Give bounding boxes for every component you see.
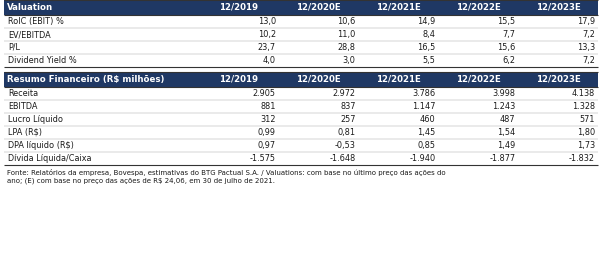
Bar [4, 28, 598, 41]
Text: 7,2: 7,2 [582, 56, 595, 65]
Text: 0,99: 0,99 [258, 128, 276, 137]
Text: LPA (R$): LPA (R$) [8, 128, 42, 137]
Text: 11,0: 11,0 [337, 30, 356, 39]
Text: 12/2023E: 12/2023E [536, 75, 580, 84]
Text: 10,6: 10,6 [337, 17, 356, 26]
Bar [4, 113, 598, 126]
Text: 13,0: 13,0 [258, 17, 276, 26]
Text: 1.243: 1.243 [492, 102, 515, 111]
Text: ano; (E) com base no preço das ações de R$ 24,06, em 30 de julho de 2021.: ano; (E) com base no preço das ações de … [7, 177, 275, 184]
Text: 312: 312 [260, 115, 276, 124]
Text: 14,9: 14,9 [417, 17, 435, 26]
Text: 1.147: 1.147 [412, 102, 435, 111]
Text: 460: 460 [420, 115, 435, 124]
Text: 1,49: 1,49 [497, 141, 515, 150]
Bar [4, 126, 598, 139]
Text: 1.328: 1.328 [572, 102, 595, 111]
Text: 23,7: 23,7 [258, 43, 276, 52]
Text: 3.786: 3.786 [412, 89, 435, 98]
Text: 12/2022E: 12/2022E [456, 75, 501, 84]
Text: 4.138: 4.138 [572, 89, 595, 98]
Text: 0,85: 0,85 [417, 141, 435, 150]
Text: 1,45: 1,45 [417, 128, 435, 137]
Text: -0,53: -0,53 [335, 141, 356, 150]
Text: 0,97: 0,97 [258, 141, 276, 150]
Text: 8,4: 8,4 [423, 30, 435, 39]
Text: 5,5: 5,5 [423, 56, 435, 65]
Text: 1,80: 1,80 [577, 128, 595, 137]
Bar [4, 41, 598, 54]
Text: 16,5: 16,5 [417, 43, 435, 52]
Text: EBITDA: EBITDA [8, 102, 37, 111]
Bar [4, 152, 598, 165]
Text: 12/2023E: 12/2023E [536, 3, 580, 12]
Bar [4, 54, 598, 67]
Text: 12/2022E: 12/2022E [456, 3, 501, 12]
Text: Dividend Yield %: Dividend Yield % [8, 56, 76, 65]
Text: 2.972: 2.972 [332, 89, 356, 98]
Text: 1,73: 1,73 [577, 141, 595, 150]
Text: Valuation: Valuation [7, 3, 53, 12]
Text: 13,3: 13,3 [577, 43, 595, 52]
Text: -1.940: -1.940 [409, 154, 435, 163]
Text: 3,0: 3,0 [343, 56, 356, 65]
Text: 257: 257 [340, 115, 356, 124]
Text: 15,5: 15,5 [497, 17, 515, 26]
Text: 12/2021E: 12/2021E [376, 75, 421, 84]
Text: RoIC (EBIT) %: RoIC (EBIT) % [8, 17, 64, 26]
Text: 7,2: 7,2 [582, 30, 595, 39]
Text: Receita: Receita [8, 89, 38, 98]
Text: 487: 487 [500, 115, 515, 124]
Text: 7,7: 7,7 [502, 30, 515, 39]
Text: 0,81: 0,81 [338, 128, 356, 137]
Text: EV/EBITDA: EV/EBITDA [8, 30, 51, 39]
Text: Fonte: Relatórios da empresa, Bovespa, estimativas do BTG Pactual S.A. / Valuati: Fonte: Relatórios da empresa, Bovespa, e… [7, 169, 445, 176]
Text: 2.905: 2.905 [253, 89, 276, 98]
Text: 28,8: 28,8 [338, 43, 356, 52]
Text: 12/2019: 12/2019 [219, 75, 258, 84]
Text: -1.648: -1.648 [329, 154, 356, 163]
Text: 4,0: 4,0 [263, 56, 276, 65]
Text: 12/2021E: 12/2021E [376, 3, 421, 12]
Text: P/L: P/L [8, 43, 20, 52]
Bar [4, 87, 598, 100]
Bar [4, 0, 598, 15]
Text: 12/2020E: 12/2020E [296, 3, 341, 12]
Text: 12/2020E: 12/2020E [296, 75, 341, 84]
Bar [4, 72, 598, 87]
Text: -1.832: -1.832 [569, 154, 595, 163]
Text: 10,2: 10,2 [258, 30, 276, 39]
Text: Lucro Líquido: Lucro Líquido [8, 115, 63, 124]
Text: DPA líquido (R$): DPA líquido (R$) [8, 141, 74, 150]
Bar [4, 15, 598, 28]
Bar [4, 139, 598, 152]
Text: 3.998: 3.998 [492, 89, 515, 98]
Text: -1.575: -1.575 [250, 154, 276, 163]
Text: 571: 571 [580, 115, 595, 124]
Text: 6,2: 6,2 [502, 56, 515, 65]
Text: Dívida Líquida/Caixa: Dívida Líquida/Caixa [8, 154, 92, 163]
Text: 15,6: 15,6 [497, 43, 515, 52]
Text: 837: 837 [340, 102, 356, 111]
Text: Resumo Financeiro (R$ milhões): Resumo Financeiro (R$ milhões) [7, 75, 164, 84]
Text: 12/2019: 12/2019 [219, 3, 258, 12]
Text: 881: 881 [260, 102, 276, 111]
Text: -1.877: -1.877 [489, 154, 515, 163]
Text: 17,9: 17,9 [577, 17, 595, 26]
Bar [4, 100, 598, 113]
Text: 1,54: 1,54 [497, 128, 515, 137]
